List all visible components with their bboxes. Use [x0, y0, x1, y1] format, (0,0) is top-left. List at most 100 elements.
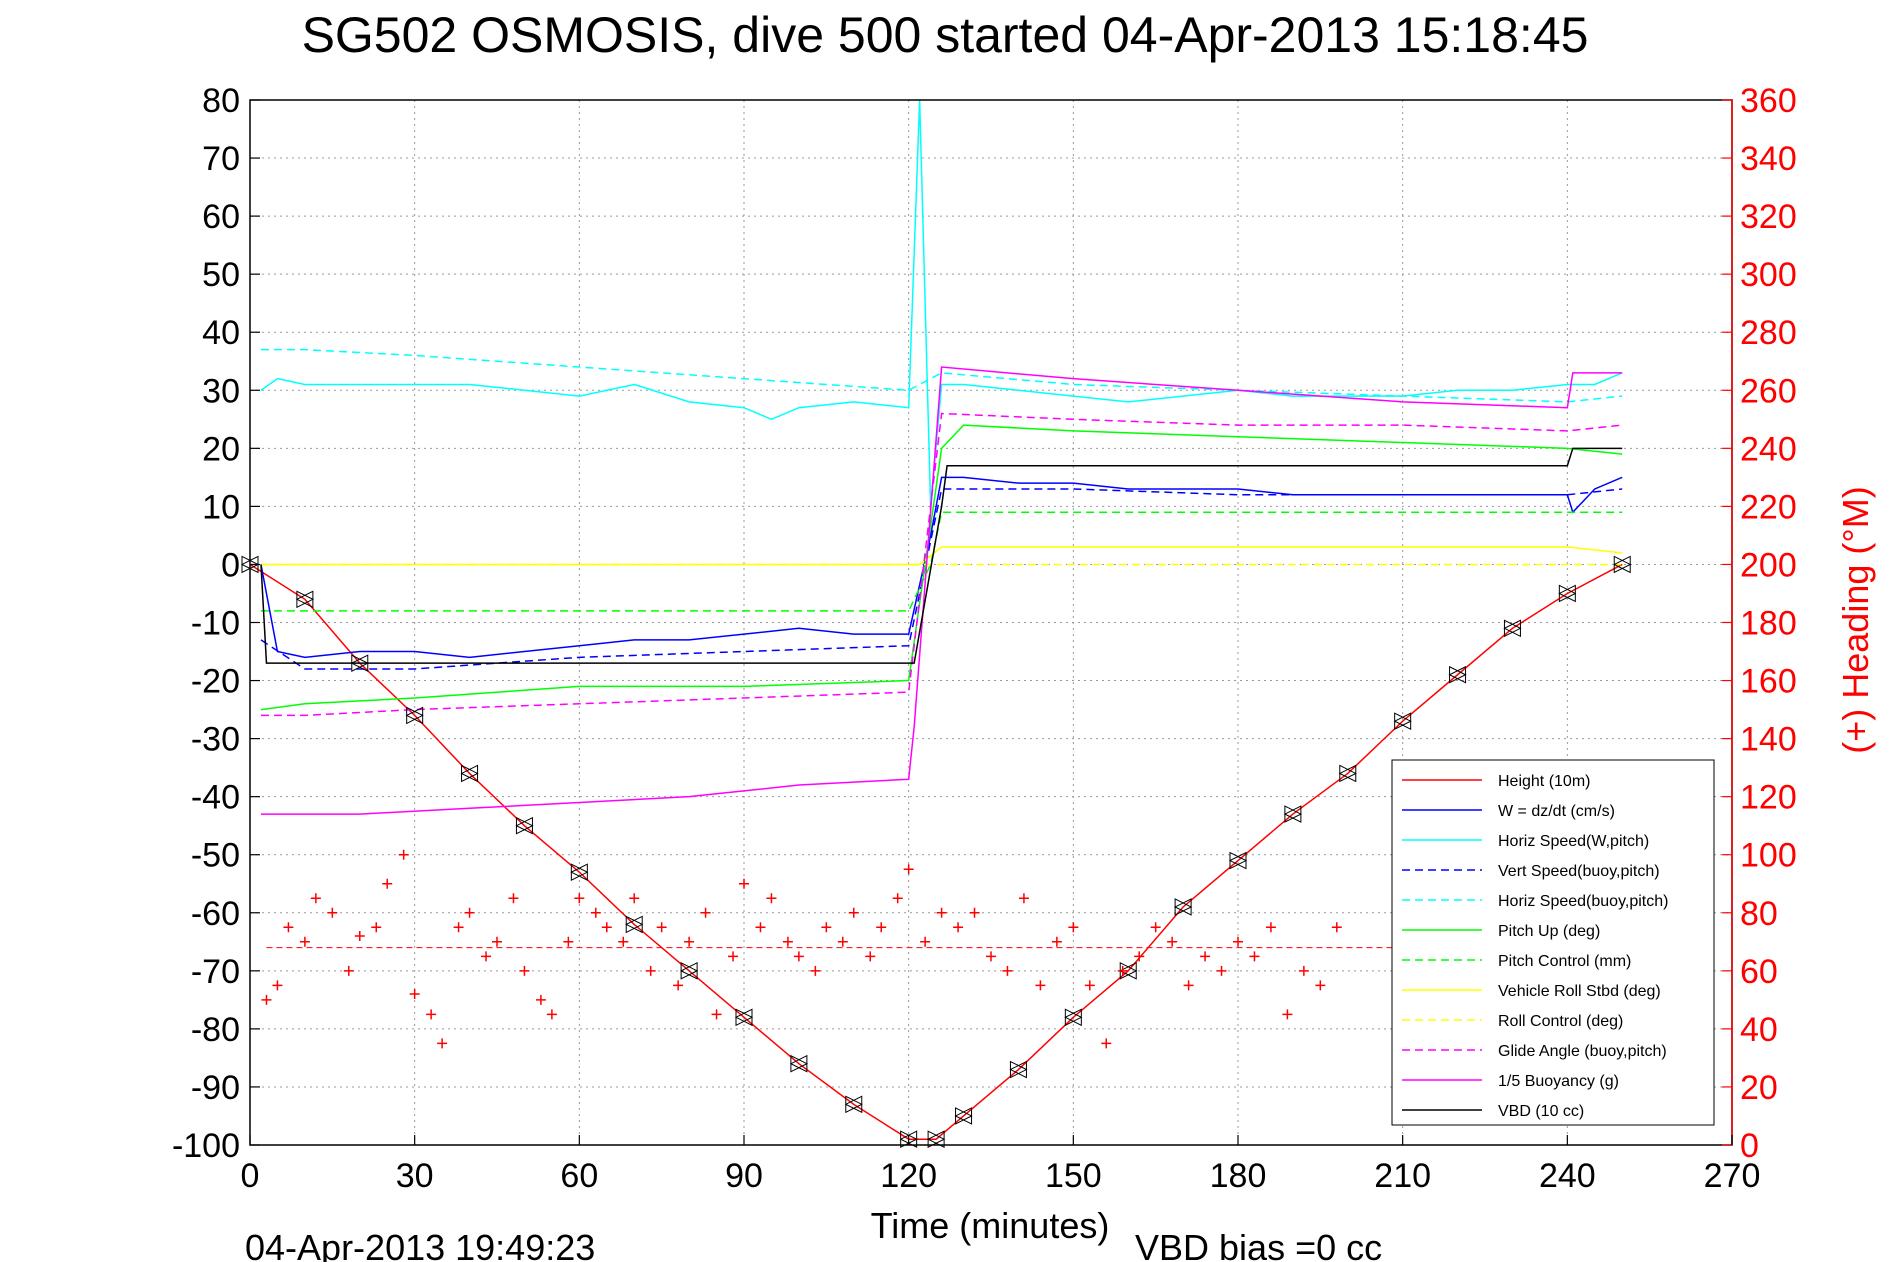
heading-point — [629, 893, 640, 904]
heading-point — [1183, 980, 1194, 991]
heading-point — [1035, 980, 1046, 991]
heading-point — [810, 965, 821, 976]
heading-point — [590, 907, 601, 918]
heading-point — [492, 936, 502, 947]
heading-point — [426, 1009, 437, 1020]
y-tick-label: 10 — [202, 488, 240, 526]
heading-point — [1282, 1009, 1293, 1020]
heading-point — [656, 922, 667, 933]
heading-point — [1265, 922, 1276, 933]
legend-label: Pitch Up (deg) — [1498, 923, 1600, 940]
footer-timestamp: 04-Apr-2013 19:49:23 — [245, 1227, 595, 1262]
heading-point — [1051, 936, 1062, 947]
depth-marker — [1064, 1008, 1083, 1027]
heading-point — [865, 951, 876, 962]
depth-marker — [1393, 712, 1412, 731]
legend-label: VBD (10 cc) — [1498, 1103, 1584, 1120]
y-right-tick-label: 360 — [1740, 82, 1797, 120]
depth-marker — [570, 863, 589, 881]
heading-point — [398, 849, 409, 860]
heading-point — [892, 893, 903, 904]
y-axis-left: 80 70 60 50 40 30 20 10 0 -10 -20 -30 -40 -50 -60 -70 -8… — [172, 82, 260, 1165]
heading-point — [546, 1009, 557, 1020]
y-tick-label: 40 — [202, 314, 240, 352]
heading-point — [371, 922, 382, 933]
heading-point — [1117, 965, 1128, 976]
heading-point — [618, 936, 629, 947]
series-vbd-10-cc — [260, 447, 1623, 664]
heading-point — [848, 907, 859, 918]
legend-label: Roll Control (deg) — [1498, 1013, 1623, 1030]
heading-point — [876, 922, 887, 933]
depth-marker — [295, 590, 315, 609]
heading-point — [1298, 965, 1309, 976]
y-tick-label: -40 — [191, 779, 240, 817]
series-1-5-buoyancy-g — [260, 366, 1623, 815]
legend-label: Glide Angle (buoy,pitch) — [1498, 1043, 1667, 1060]
heading-point — [1084, 980, 1095, 991]
heading-point — [969, 907, 980, 918]
x-tick-label: 120 — [880, 1157, 937, 1195]
y-tick-label: 0 — [221, 546, 240, 584]
y-right-tick-label: 240 — [1740, 430, 1797, 468]
y-right-tick-label: 0 — [1740, 1127, 1759, 1165]
y-tick-label: -10 — [191, 605, 240, 643]
depth-marker — [926, 1130, 946, 1148]
heading-point — [711, 1009, 722, 1020]
x-tick-label: 60 — [560, 1157, 598, 1195]
x-tick-label: 0 — [241, 1157, 260, 1195]
heading-point — [782, 936, 793, 947]
y-tick-label: -80 — [191, 1011, 240, 1049]
heading-point — [1216, 965, 1227, 976]
heading-point — [821, 922, 832, 933]
heading-point — [508, 893, 519, 904]
y-right-tick-label: 120 — [1740, 779, 1797, 817]
heading-point — [481, 951, 492, 962]
legend-label: W = dz/dt (cm/s) — [1498, 803, 1615, 820]
heading-point — [327, 907, 338, 918]
series-layer — [249, 99, 1623, 1140]
y-right-tick-label: 180 — [1740, 605, 1797, 643]
heading-point — [1134, 951, 1145, 962]
depth-marker — [734, 1008, 754, 1027]
y-right-tick-label: 60 — [1740, 953, 1778, 991]
heading-point — [261, 994, 272, 1005]
y-right-tick-label: 220 — [1740, 488, 1797, 526]
depth-marker — [1503, 619, 1522, 638]
y-right-tick-label: 320 — [1740, 198, 1797, 236]
series-glide-angle-buoy-pitch — [260, 412, 1623, 717]
y-axis-right: 3603403203002802602402202001801601401201… — [1722, 82, 1797, 1165]
heading-point — [1331, 922, 1342, 933]
heading-point — [283, 922, 294, 933]
legend-label: Horiz Speed(buoy,pitch) — [1498, 893, 1668, 910]
x-axis-label: Time (minutes) — [871, 1205, 1110, 1246]
heading-point — [837, 936, 848, 947]
heading-point — [936, 907, 947, 918]
legend-label: Vehicle Roll Stbd (deg) — [1498, 983, 1661, 1000]
y-right-tick-label: 260 — [1740, 372, 1797, 410]
y-right-tick-label: 200 — [1740, 546, 1797, 584]
depth-marker — [405, 706, 424, 725]
depth-marker — [460, 764, 479, 783]
y-tick-label: -20 — [191, 663, 240, 701]
heading-point — [272, 980, 283, 991]
heading-point — [684, 936, 695, 947]
y-right-tick-label: 300 — [1740, 256, 1797, 294]
x-tick-label: 180 — [1210, 1157, 1267, 1195]
heading-point — [700, 907, 711, 918]
series-pitch-up-deg — [260, 424, 1623, 711]
x-tick-label: 150 — [1045, 1157, 1102, 1195]
y-tick-label: 80 — [202, 82, 240, 120]
heading-point — [1315, 980, 1326, 991]
depth-marker — [1009, 1060, 1028, 1079]
legend-label: Pitch Control (mm) — [1498, 953, 1631, 970]
series-pitch-control-mm — [260, 511, 1623, 612]
heading-point — [673, 980, 684, 991]
heading-point — [1068, 922, 1079, 933]
y-tick-label: 30 — [202, 372, 240, 410]
series-vert-speed-buoy-pitch — [260, 488, 1623, 670]
y-tick-label: 60 — [202, 198, 240, 236]
heading-point — [310, 893, 321, 904]
depth-marker — [1173, 898, 1193, 916]
